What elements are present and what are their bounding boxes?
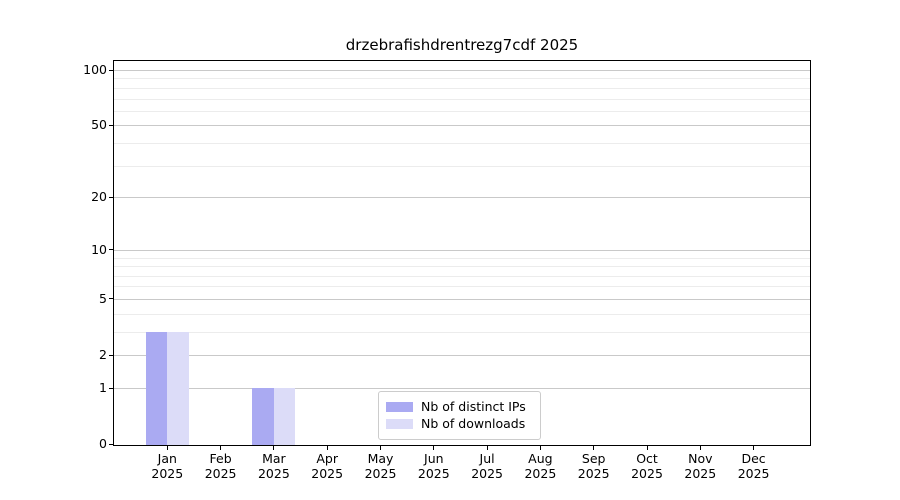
x-tick-label: Apr 2025 — [297, 451, 357, 481]
y-tick-mark — [109, 387, 113, 389]
y-tick-label: 50 — [91, 117, 107, 133]
x-tick-label: Nov 2025 — [670, 451, 730, 481]
gridline-minor — [114, 313, 810, 315]
gridline-major — [114, 197, 810, 199]
bar-distinct-ips — [145, 331, 168, 445]
y-tick-mark — [109, 196, 113, 198]
x-tick-year: 2025 — [364, 466, 397, 481]
x-tick-mark — [380, 446, 381, 450]
y-tick-mark — [109, 124, 113, 126]
bar-distinct-ips — [252, 388, 274, 445]
x-tick-month: May — [367, 451, 394, 466]
x-tick-label: Aug 2025 — [510, 451, 570, 481]
x-tick-year: 2025 — [311, 466, 344, 481]
x-tick-year: 2025 — [257, 466, 290, 481]
x-tick-month: Jan — [157, 451, 177, 466]
y-tick-label: 100 — [83, 62, 107, 77]
x-tick-label: Jun 2025 — [404, 451, 464, 481]
gridline-major — [114, 355, 810, 357]
y-tick-label: 0 — [99, 436, 107, 452]
y-tick-mark — [109, 249, 113, 251]
gridline-minor — [114, 98, 810, 100]
x-tick-label: Jul 2025 — [457, 451, 517, 481]
gridline-minor — [114, 110, 810, 112]
x-tick-year: 2025 — [684, 466, 717, 481]
x-tick-mark — [166, 446, 168, 450]
x-tick-month: Mar — [262, 451, 286, 466]
y-tick-mark — [109, 443, 113, 445]
y-tick-mark — [109, 69, 113, 71]
x-tick-mark — [593, 446, 595, 450]
gridline-minor — [114, 286, 810, 288]
gridline-minor — [114, 87, 810, 89]
legend-label-downloads: Nb of downloads — [421, 416, 526, 431]
x-tick-month: Aug — [528, 451, 553, 466]
x-tick-year: 2025 — [524, 466, 557, 481]
y-tick-label: 1 — [99, 380, 107, 395]
x-tick-mark — [220, 446, 222, 450]
gridline-minor — [114, 78, 810, 80]
x-tick-label: May 2025 — [351, 451, 411, 481]
gridline-minor — [114, 257, 810, 259]
x-tick-mark — [486, 446, 488, 450]
gridline-minor — [114, 275, 810, 277]
x-tick-mark — [273, 446, 275, 450]
gridline-minor — [114, 165, 810, 167]
x-tick-month: Dec — [741, 451, 766, 466]
legend-label-distinct-ips: Nb of distinct IPs — [421, 399, 526, 414]
x-tick-label: Jan 2025 — [137, 451, 197, 481]
x-tick-label: Feb 2025 — [191, 451, 251, 481]
x-tick-year: 2025 — [417, 466, 450, 481]
x-tick-mark — [326, 446, 328, 450]
gridline-minor — [114, 266, 810, 267]
legend: Nb of distinct IPs Nb of downloads — [378, 391, 541, 440]
x-tick-year: 2025 — [737, 466, 770, 481]
x-tick-year: 2025 — [151, 466, 184, 481]
x-tick-month: Feb — [209, 451, 232, 466]
gridline-major — [114, 125, 810, 127]
x-tick-label: Mar 2025 — [244, 451, 304, 481]
x-tick-mark — [433, 446, 435, 450]
x-tick-month: Nov — [688, 451, 713, 466]
x-tick-month: Jun — [424, 451, 444, 466]
x-tick-year: 2025 — [471, 466, 503, 481]
distinct-ips-swatch-icon — [386, 402, 413, 412]
chart-title: drzebrafishdrentrezg7cdf 2025 — [345, 36, 579, 54]
y-tick-label: 5 — [99, 290, 107, 306]
y-tick-label: 10 — [91, 241, 107, 257]
legend-item-distinct-ips: Nb of distinct IPs — [386, 399, 532, 415]
x-tick-mark — [753, 446, 755, 450]
x-tick-year: 2025 — [577, 466, 610, 481]
x-tick-label: Oct 2025 — [617, 451, 677, 481]
y-tick-mark — [109, 298, 113, 300]
x-tick-label: Sep 2025 — [564, 451, 624, 481]
gridline-minor — [114, 331, 810, 333]
legend-item-downloads: Nb of downloads — [386, 416, 532, 432]
gridline-major — [114, 298, 810, 300]
x-tick-month: Apr — [316, 451, 338, 466]
x-tick-month: Jul — [479, 451, 495, 466]
bar-downloads — [273, 388, 296, 445]
x-tick-month: Oct — [636, 451, 658, 466]
gridline-minor — [114, 143, 810, 145]
bar-downloads — [167, 331, 189, 445]
x-tick-mark — [646, 446, 648, 450]
x-tick-year: 2025 — [204, 466, 237, 481]
x-tick-label: Dec 2025 — [724, 451, 784, 481]
x-tick-mark — [539, 446, 541, 450]
gridline-major — [114, 249, 810, 251]
y-tick-label: 20 — [91, 189, 107, 205]
y-tick-label: 2 — [99, 347, 107, 363]
x-tick-month: Sep — [581, 451, 606, 466]
plot-area: Nb of distinct IPs Nb of downloads — [113, 60, 811, 446]
y-tick-mark — [109, 354, 113, 356]
downloads-swatch-icon — [386, 419, 413, 429]
gridline-major — [114, 70, 810, 71]
x-tick-mark — [699, 446, 701, 450]
x-tick-year: 2025 — [631, 466, 663, 481]
gridline-major — [114, 388, 810, 389]
